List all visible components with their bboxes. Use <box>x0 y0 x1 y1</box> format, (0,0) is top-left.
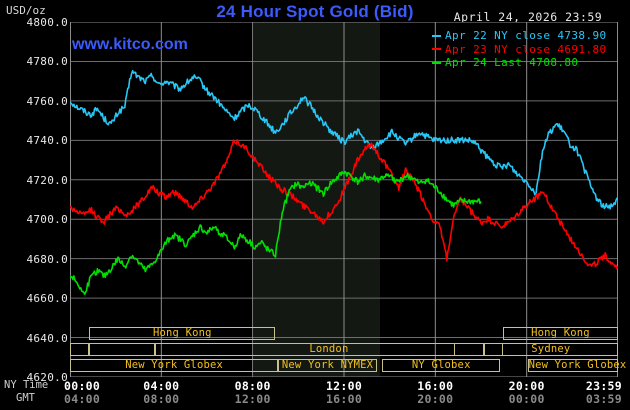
nymex-shaded-region <box>254 22 380 377</box>
y-tick-label: 4660.0 <box>26 292 68 306</box>
session-bar: London <box>154 343 503 356</box>
y-axis-unit-label: USD/oz <box>6 4 46 17</box>
legend-label: Apr 23 NY close 4691.80 <box>445 42 607 56</box>
session-bar: Hong Kong <box>502 327 618 340</box>
x-tick-gmt-time: 12:00 <box>234 392 271 406</box>
x-tick-gmt-time: 16:00 <box>325 392 363 406</box>
legend-swatch <box>432 34 441 37</box>
legend-label: Apr 22 NY close 4738.90 <box>445 29 607 42</box>
x-tick-gmt-time: 00:00 <box>508 392 545 406</box>
x-tick-ny-time: 20:00 <box>508 379 545 393</box>
y-tick-label: 4640.0 <box>26 331 68 345</box>
session-bar <box>453 343 484 356</box>
x-tick-gmt-time: 03:59 <box>585 392 622 406</box>
x-tick-gmt-time: 20:00 <box>417 392 454 406</box>
chart-gridlines <box>70 22 618 377</box>
y-tick-label: 4700.0 <box>26 213 68 227</box>
chart-plot-area <box>70 22 618 377</box>
legend-item-apr-24-last: Apr 24 Last 4708.80 <box>432 56 607 70</box>
kitco-watermark: www.kitco.com <box>72 36 188 53</box>
timestamp: April 24, 2026 23:59 <box>453 10 603 24</box>
y-axis-labels: 4800.0 4780.0 4760.0 4740.0 4720.0 4700.0 4680… <box>4 0 68 410</box>
page-title: 24 Hour Spot Gold (Bid) <box>216 2 414 21</box>
chart-series-lines <box>70 69 618 296</box>
y-tick-label: 4720.0 <box>26 173 68 187</box>
legend-label: Apr 24 Last 4708.80 <box>445 56 579 69</box>
x-tick-ny-time: 23:59 <box>585 379 622 393</box>
x-tick-ny-time: 16:00 <box>417 379 454 393</box>
ny-time-axis-label: NY Time <box>4 379 49 391</box>
x-tick-ny-time: 00:00 <box>64 379 101 393</box>
x-tick-gmt-time: 04:00 <box>64 392 101 406</box>
session-bar: Sydney <box>483 343 618 356</box>
x-tick-ny-time: 12:00 <box>325 379 363 393</box>
x-tick-ny-time: 04:00 <box>143 379 180 393</box>
x-axis-labels: 00:00 04:00 08:00 12:00 16:00 20:00 23:59 04:00… <box>0 378 630 408</box>
x-tick-ny-time: 08:00 <box>234 379 271 393</box>
gmt-axis-label: GMT <box>16 392 35 404</box>
series-line <box>70 170 482 296</box>
y-tick-label: 4740.0 <box>26 134 68 148</box>
legend-swatch <box>432 61 441 64</box>
series-line <box>70 69 618 210</box>
y-tick-label: 4620.0 <box>26 371 68 384</box>
session-bar: New York Globex <box>527 359 627 372</box>
session-bar: New York NYMEX <box>278 359 377 372</box>
y-tick-label: 4780.0 <box>26 55 68 69</box>
x-tick-gmt-time: 08:00 <box>143 392 180 406</box>
y-tick-label: 4800.0 <box>26 16 68 29</box>
legend-item-apr-23-ny-close: Apr 23 NY close 4691.80 <box>432 43 607 57</box>
series-line <box>70 139 618 270</box>
session-bar: NY Globex <box>382 359 501 372</box>
session-bar: New York Globex <box>70 359 279 372</box>
session-bar <box>89 343 155 356</box>
session-bar <box>70 343 90 356</box>
y-tick-label: 4760.0 <box>26 94 68 108</box>
market-session-bars: Hong Kong Hong Kong London Sydney New York G… <box>70 327 627 375</box>
legend-swatch <box>432 48 441 51</box>
session-bar: Hong Kong <box>89 327 276 340</box>
y-tick-label: 4680.0 <box>26 252 68 266</box>
chart-legend: Apr 22 NY close 4738.90 Apr 23 NY close 4… <box>432 29 607 70</box>
legend-item-apr-22-ny-close: Apr 22 NY close 4738.90 <box>432 29 607 43</box>
